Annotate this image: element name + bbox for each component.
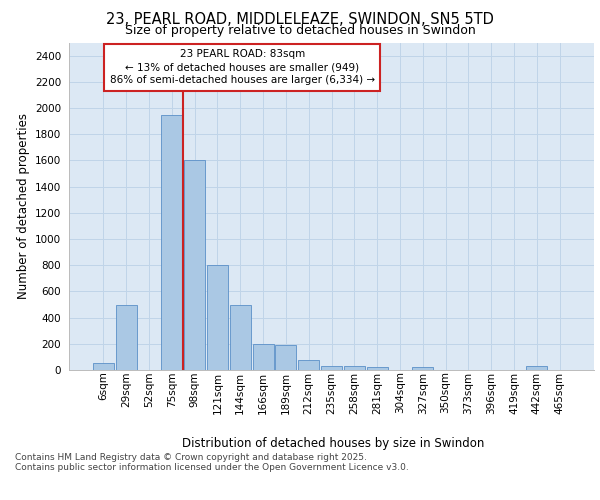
Bar (412, 368, 433, 370)
Text: 23 PEARL ROAD: 83sqm
← 13% of detached houses are smaller (949)
86% of semi-deta: 23 PEARL ROAD: 83sqm ← 13% of detached h… (110, 49, 375, 86)
Bar (184, 160, 205, 370)
Bar (321, 366, 342, 370)
Text: Distribution of detached houses by size in Swindon: Distribution of detached houses by size … (182, 438, 484, 450)
Y-axis label: Number of detached properties: Number of detached properties (17, 114, 29, 299)
Bar (253, 344, 274, 370)
Bar (275, 345, 296, 370)
Bar (116, 304, 137, 370)
Bar (230, 304, 251, 370)
Text: Contains HM Land Registry data © Crown copyright and database right 2025.: Contains HM Land Registry data © Crown c… (15, 454, 367, 462)
Text: Contains public sector information licensed under the Open Government Licence v3: Contains public sector information licen… (15, 464, 409, 472)
Bar (298, 360, 319, 370)
Bar (526, 366, 547, 370)
Bar (207, 265, 228, 370)
Bar (161, 114, 182, 370)
Bar (344, 366, 365, 370)
Bar (367, 368, 388, 370)
Text: 23, PEARL ROAD, MIDDLELEAZE, SWINDON, SN5 5TD: 23, PEARL ROAD, MIDDLELEAZE, SWINDON, SN… (106, 12, 494, 28)
Bar (93, 363, 114, 370)
Text: Size of property relative to detached houses in Swindon: Size of property relative to detached ho… (125, 24, 475, 37)
